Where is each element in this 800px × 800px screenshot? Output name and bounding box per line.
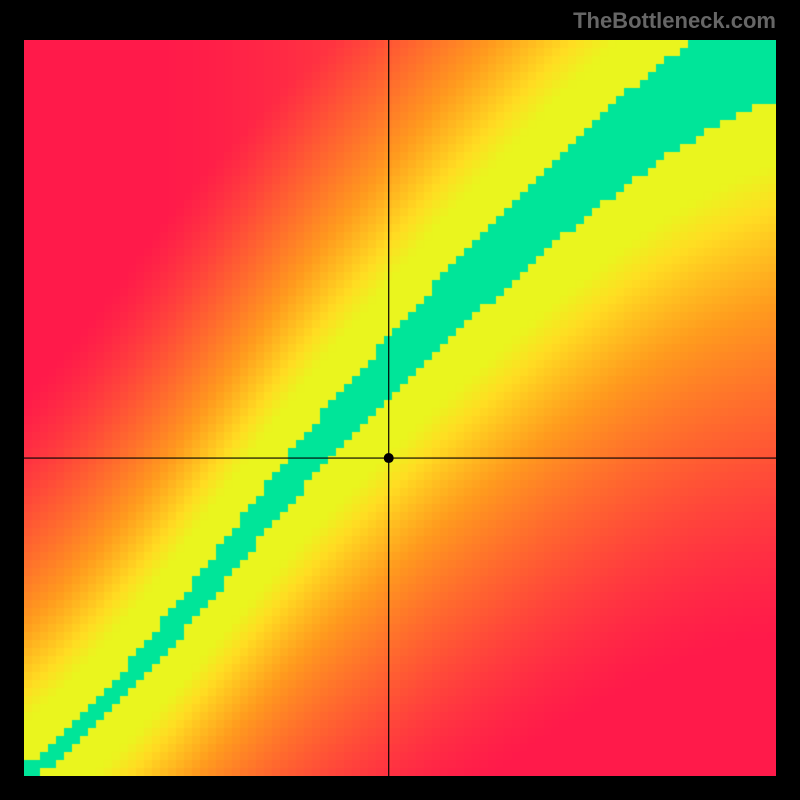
bottleneck-heatmap [24,40,776,776]
chart-container: TheBottleneck.com [0,0,800,800]
watermark-text: TheBottleneck.com [573,8,776,34]
